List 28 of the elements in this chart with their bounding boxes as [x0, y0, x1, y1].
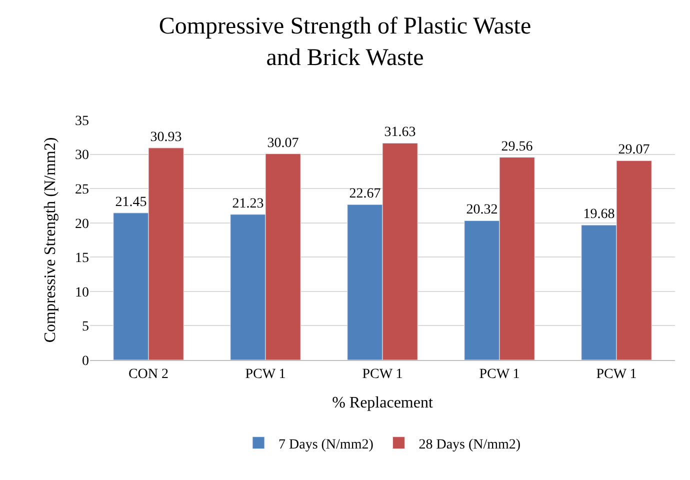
- y-tick-label: 0: [82, 354, 89, 369]
- legend-label: 28 Days (N/mm2): [418, 437, 521, 452]
- y-tick-label: 5: [82, 320, 89, 335]
- data-label: 29.56: [501, 139, 533, 154]
- x-tick-label: PCW 1: [596, 366, 637, 382]
- data-label: 30.07: [267, 136, 299, 151]
- x-tick-label: PCW 1: [479, 366, 520, 382]
- legend-label: 7 Days (N/mm2): [278, 437, 374, 452]
- y-tick-label: 25: [75, 182, 89, 198]
- data-label: 19.68: [583, 207, 615, 222]
- x-tick-label: PCW 1: [362, 366, 403, 382]
- data-label: 20.32: [466, 202, 498, 218]
- x-tick-label: CON 2: [128, 366, 169, 382]
- data-label: 22.67: [349, 186, 381, 202]
- chart-title: Compressive Strength of Plastic Waste and Brick Waste: [158, 14, 532, 71]
- y-tick-label: 15: [75, 251, 89, 266]
- y-tick-label: 10: [75, 285, 89, 300]
- data-label: 31.63: [384, 125, 416, 140]
- y-tick-label: 35: [75, 114, 89, 129]
- x-tick-label: PCW 1: [245, 366, 286, 382]
- data-label: 30.93: [150, 130, 182, 145]
- y-axis-title: Compressive Strength (N/mm2): [42, 137, 59, 343]
- y-tick-label: 20: [75, 216, 89, 232]
- x-axis-title: % Replacement: [332, 394, 434, 412]
- y-tick-label: 30: [75, 148, 89, 164]
- data-label: 29.07: [618, 142, 650, 158]
- data-label: 21.23: [232, 196, 264, 212]
- data-label: 21.45: [115, 194, 147, 210]
